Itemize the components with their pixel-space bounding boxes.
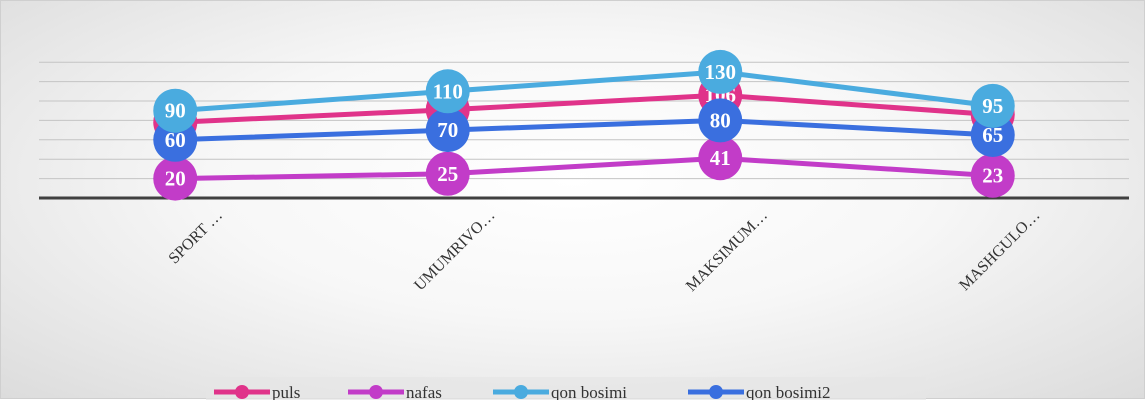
- data-point-qon-bosimi: [698, 49, 743, 94]
- x-tick-label: MASHGULO…: [956, 207, 1043, 294]
- legend-swatch-marker: [369, 385, 383, 399]
- series-line-nafas: [175, 155, 993, 182]
- legend-label: puls: [272, 383, 300, 400]
- legend-label: qon bosimi2: [746, 383, 831, 400]
- x-tick-label: UMUMRIVO…: [411, 207, 498, 294]
- data-label: 65: [982, 123, 1003, 147]
- data-point-qon-bosimi2: [698, 98, 743, 143]
- data-label: 60: [165, 128, 186, 152]
- data-point-qon-bosimi: [970, 83, 1015, 128]
- series-lines: [175, 69, 994, 182]
- data-label: 70: [437, 118, 458, 142]
- x-tick-label: MAKSIMUM…: [683, 207, 771, 295]
- legend: puls nafas qon bosimi qon bosimi2: [206, 377, 926, 400]
- data-label: 110: [433, 79, 463, 103]
- data-point-nafas: [970, 153, 1015, 198]
- data-label: 95: [982, 94, 1003, 118]
- data-label: 90: [165, 99, 186, 123]
- legend-label: nafas: [406, 383, 442, 400]
- data-point-qon-bosimi2: [425, 108, 470, 153]
- data-point-qon-bosimi: [153, 88, 198, 133]
- x-tick-labels: SPORT … UMUMRIVO… MAKSIMUM… MASHGULO…: [166, 207, 1044, 295]
- legend-swatch-marker: [235, 385, 249, 399]
- data-label: 20: [165, 167, 186, 191]
- series-line-puls: [175, 92, 993, 125]
- data-point-qon-bosimi: [425, 69, 470, 114]
- series-line-qon-bosimi: [175, 69, 994, 114]
- data-label: 23: [982, 164, 1003, 188]
- series-line-qon-bosimi2: [175, 117, 993, 143]
- data-point-nafas: [698, 136, 743, 181]
- data-label: 25: [437, 162, 458, 186]
- data-point-nafas: [153, 156, 198, 201]
- legend-swatch-marker: [709, 385, 723, 399]
- legend-swatch-marker: [514, 385, 528, 399]
- data-label: 80: [710, 108, 731, 132]
- data-point-nafas: [425, 151, 470, 196]
- data-label: 130: [705, 60, 737, 84]
- data-points: 20254123789110686607080659011013095: [153, 49, 1015, 201]
- x-tick-label: SPORT …: [166, 207, 226, 267]
- legend-label: qon bosimi: [551, 383, 627, 400]
- data-label: 41: [710, 146, 731, 170]
